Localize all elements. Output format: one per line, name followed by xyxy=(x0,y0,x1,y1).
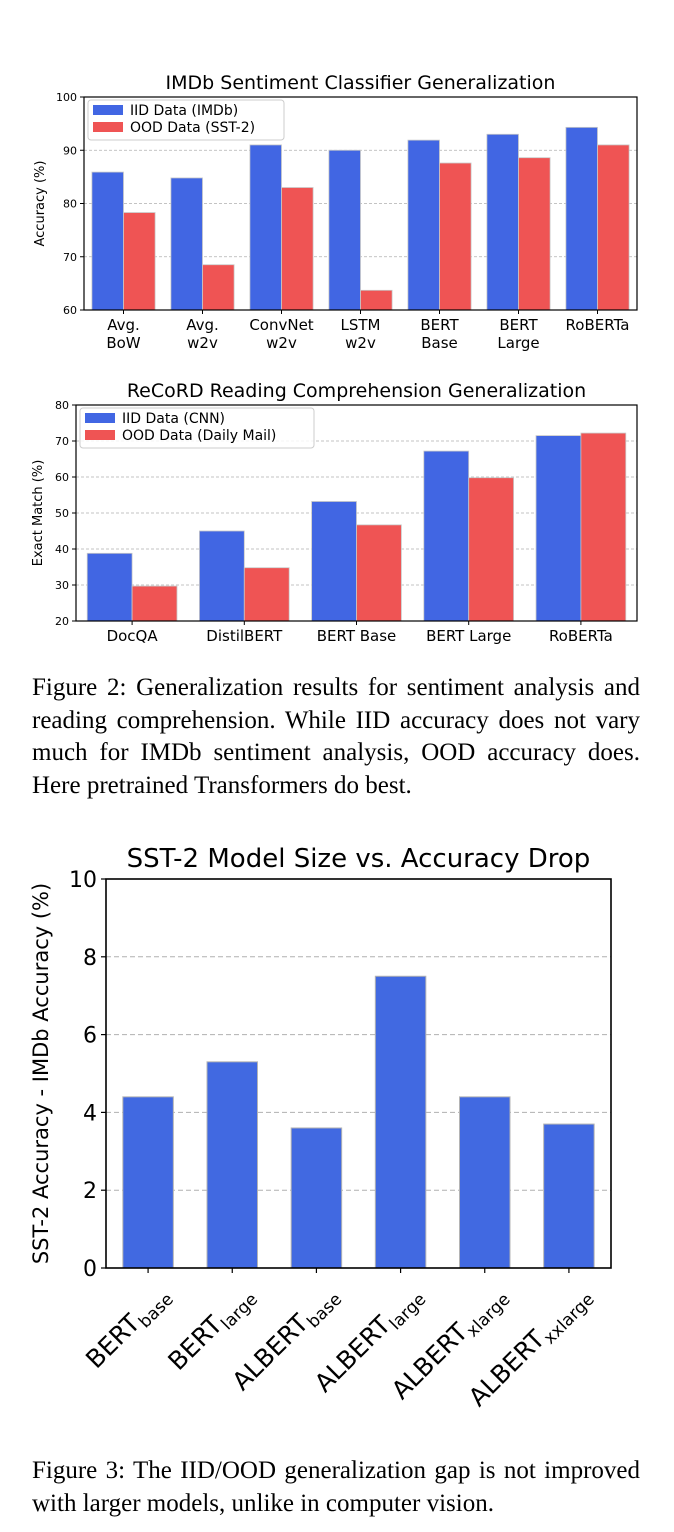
y-tick-label: 70 xyxy=(55,435,69,448)
ood-bar xyxy=(123,212,156,311)
x-tick-label: RoBERTa xyxy=(566,316,630,334)
figure-2-caption: Figure 2: Generalization results for sen… xyxy=(32,674,640,799)
x-tick-label: BERTbase xyxy=(80,1280,178,1378)
y-tick-label: 80 xyxy=(63,198,77,211)
ood-bar xyxy=(131,585,178,622)
ood-bar xyxy=(356,524,402,622)
ood-bar xyxy=(518,157,551,311)
x-tick-label: Avg. xyxy=(186,316,219,334)
y-tick-label: 70 xyxy=(63,251,77,264)
x-tick-label: Avg. xyxy=(107,316,140,334)
plot-frame xyxy=(105,878,612,1269)
legend-swatch xyxy=(93,105,123,115)
figure-3-caption: Figure 3: The IID/OOD generalization gap… xyxy=(32,1457,640,1517)
ood-bar xyxy=(597,144,630,311)
y-tick-label: 50 xyxy=(55,507,69,520)
accuracy-drop-bar xyxy=(374,975,427,1269)
y-tick-label: 60 xyxy=(63,304,77,317)
legend-label: OOD Data (SST-2) xyxy=(130,120,255,136)
x-tick-label: LSTM xyxy=(341,316,381,334)
y-tick-label: 90 xyxy=(63,144,77,157)
accuracy-drop-bar xyxy=(290,1127,343,1269)
x-tick-label: BoW xyxy=(106,334,140,352)
y-tick-label: 0 xyxy=(83,1257,97,1282)
x-tick-label: Large xyxy=(497,334,539,352)
iid-bar xyxy=(486,133,519,311)
y-tick-label: 30 xyxy=(55,579,69,592)
x-tick-label: BERT Large xyxy=(426,627,511,645)
x-tick-label: BERT Base xyxy=(317,627,397,645)
ood-bar xyxy=(439,162,472,311)
legend-label: IID Data (CNN) xyxy=(122,411,225,427)
iid-bar xyxy=(407,139,440,311)
ood-bar xyxy=(580,432,627,622)
iid-bar xyxy=(86,552,133,622)
accuracy-drop-bar xyxy=(206,1061,258,1269)
x-tick-label: RoBERTa xyxy=(549,627,613,645)
record-generalization-chart: 20 30 40 50 60 70 80 DocQA DistilBERT BERT Base BE… xyxy=(31,380,638,645)
y-axis-label: Exact Match (%) xyxy=(31,460,46,567)
iid-bar xyxy=(328,149,361,311)
accuracy-drop-bar xyxy=(122,1096,174,1269)
x-tick-label: DocQA xyxy=(107,627,159,645)
legend-label: OOD Data (Daily Mail) xyxy=(122,428,276,444)
x-tick-label: w2v xyxy=(345,334,376,352)
accuracy-drop-bar xyxy=(543,1123,595,1269)
legend-swatch xyxy=(85,430,115,440)
iid-bar xyxy=(423,450,470,622)
y-tick-label: 60 xyxy=(55,471,69,484)
ood-bar xyxy=(202,264,235,311)
x-tick-label: w2v xyxy=(266,334,297,352)
legend-box xyxy=(79,407,315,449)
legend-box xyxy=(87,99,285,141)
ood-bar xyxy=(360,289,393,311)
iid-bar xyxy=(91,171,124,311)
chart-title: ReCoRD Reading Comprehension Generalizat… xyxy=(127,380,586,402)
legend-swatch xyxy=(93,122,123,132)
accuracy-drop-bar xyxy=(459,1096,511,1269)
iid-bar xyxy=(249,144,282,311)
y-tick-label: 8 xyxy=(83,946,97,971)
y-tick-label: 2 xyxy=(83,1179,97,1204)
y-axis-label: SST-2 Accuracy - IMDb Accuracy (%) xyxy=(29,883,53,1264)
y-tick-label: 10 xyxy=(69,868,97,893)
iid-bar xyxy=(535,435,582,622)
x-tick-label: w2v xyxy=(187,334,218,352)
iid-bar xyxy=(170,177,203,311)
iid-bar xyxy=(311,501,357,622)
x-tick-label: ALBERTxxlarge xyxy=(463,1280,599,1416)
legend-label: IID Data (IMDb) xyxy=(130,103,238,119)
x-tick-label: Base xyxy=(421,334,458,352)
ood-bar xyxy=(281,187,314,311)
y-tick-label: 100 xyxy=(56,91,77,104)
imdb-generalization-chart: 60708090100Avg.BoWAvg.w2vConvNetw2vLSTMw… xyxy=(33,72,638,352)
ood-bar xyxy=(243,567,290,622)
x-tick-label: BERT xyxy=(499,316,538,334)
iid-bar xyxy=(199,530,245,622)
x-tick-label: BERT xyxy=(420,316,459,334)
x-tick-label: DistilBERT xyxy=(206,627,283,645)
chart-title: SST-2 Model Size vs. Accuracy Drop xyxy=(127,844,591,874)
y-tick-label: 20 xyxy=(55,615,69,628)
y-tick-label: 6 xyxy=(83,1024,97,1049)
x-tick-label: ConvNet xyxy=(249,316,313,334)
chart-title: IMDb Sentiment Classifier Generalization xyxy=(166,72,556,94)
y-tick-label: 80 xyxy=(55,399,69,412)
legend-swatch xyxy=(85,413,115,423)
y-tick-label: 40 xyxy=(55,543,69,556)
y-axis-label: Accuracy (%) xyxy=(33,161,48,247)
ood-bar xyxy=(468,477,514,622)
y-tick-label: 4 xyxy=(83,1101,97,1126)
sst2-model-size-chart: 0246810BERTbaseBERTlargeALBERTbaseALBERT… xyxy=(29,844,612,1416)
iid-bar xyxy=(565,126,598,311)
